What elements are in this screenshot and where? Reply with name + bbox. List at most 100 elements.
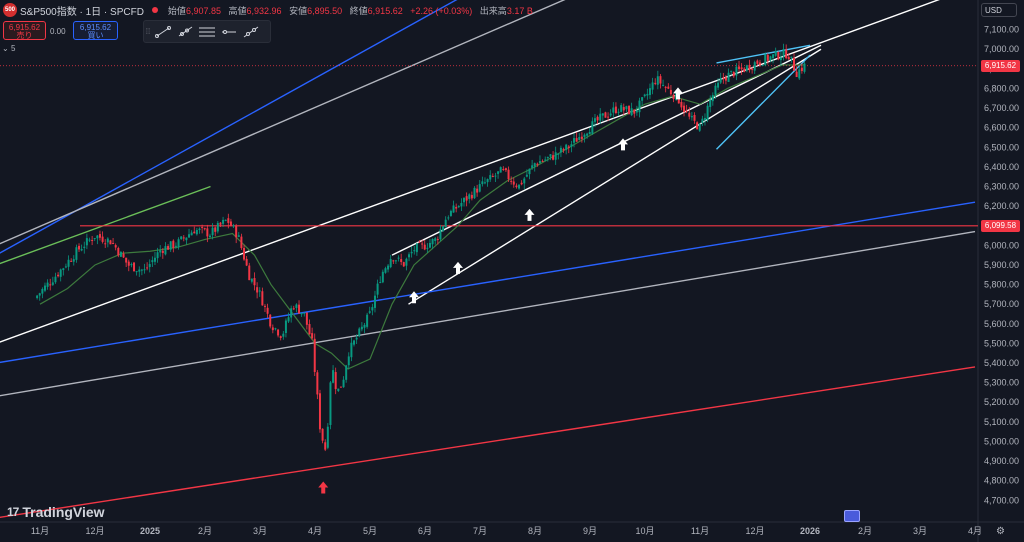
y-tick-label: 5,100.00	[984, 417, 1019, 427]
candle-body	[596, 116, 599, 121]
candle-body	[43, 285, 46, 291]
settings-gear-icon[interactable]: ⚙	[996, 526, 1005, 537]
trend-line	[0, 201, 976, 364]
currency-selector[interactable]: USD	[981, 3, 1017, 17]
candle-body	[562, 148, 565, 151]
candle-body	[518, 184, 521, 189]
indicator-legend[interactable]: ⌄ 5	[2, 44, 15, 53]
candle-body	[300, 312, 303, 315]
collapse-chevron-icon[interactable]: ⌄	[2, 44, 9, 53]
candle-body	[635, 110, 638, 113]
low-value: 6,895.50	[307, 5, 343, 16]
candle-body	[793, 57, 796, 71]
x-tick-label: 2月	[198, 526, 212, 536]
candle-body	[711, 95, 714, 102]
horizontal-ray-tool-icon[interactable]	[218, 22, 240, 41]
trend-line-tool-icon[interactable]	[152, 22, 174, 41]
trend-line	[0, 0, 566, 245]
moving-average-line	[39, 64, 805, 370]
trend-line	[0, 230, 976, 397]
candle-body	[201, 226, 204, 228]
candle-body	[717, 82, 720, 88]
candle-body	[552, 155, 555, 160]
candle-body	[232, 225, 235, 227]
y-tick-label: 6,800.00	[984, 83, 1019, 93]
x-tick-label: 7月	[473, 526, 487, 536]
candle-body	[672, 94, 675, 99]
candle-body	[444, 219, 447, 228]
candle-body	[104, 243, 107, 245]
candle-body	[148, 264, 151, 268]
candle-body	[258, 290, 261, 292]
candle-body	[478, 184, 481, 192]
candle-body	[738, 66, 741, 70]
x-tick-label: 9月	[583, 526, 597, 536]
ray-tool-icon[interactable]	[174, 22, 196, 41]
symbol-logo[interactable]: 500	[3, 3, 17, 17]
candle-body	[421, 243, 424, 245]
candle-body	[185, 237, 188, 241]
candle-body	[135, 271, 138, 273]
last-price-tag: 6,915.62	[981, 59, 1020, 72]
candle-body	[423, 244, 426, 250]
candle-body	[138, 269, 141, 272]
candle-body	[648, 88, 651, 95]
candle-body	[434, 238, 437, 241]
trend-line	[408, 48, 822, 305]
y-tick-label: 7,000.00	[984, 44, 1019, 54]
candle-body	[146, 267, 149, 269]
candle-body	[72, 259, 75, 262]
candle-body	[766, 54, 769, 61]
candle-body	[400, 259, 403, 263]
candle-body	[368, 311, 371, 313]
toolbar-grip-icon[interactable]: ⁞⁞	[145, 27, 151, 36]
candle-body	[468, 194, 471, 199]
candle-body	[625, 106, 628, 110]
candle-body	[656, 76, 659, 85]
candle-body	[38, 293, 41, 296]
candle-body	[447, 217, 450, 219]
y-tick-label: 5,400.00	[984, 358, 1019, 368]
candle-body	[67, 259, 70, 267]
candle-body	[405, 258, 408, 266]
high-value: 6,932.96	[246, 5, 282, 16]
candle-body	[91, 240, 94, 242]
candle-body	[316, 372, 319, 395]
candle-body	[586, 133, 589, 136]
extended-line-tool-icon[interactable]	[240, 22, 262, 41]
trend-line	[0, 0, 940, 343]
candle-body	[321, 428, 324, 441]
candle-body	[486, 179, 489, 183]
candle-body	[130, 264, 133, 266]
candle-body	[172, 240, 175, 248]
candle-body	[507, 169, 510, 180]
symbol-title[interactable]: S&P500指数 · 1日 · SPCFD	[20, 6, 144, 18]
trend-line	[716, 44, 811, 64]
sell-label: 売り	[16, 31, 33, 40]
candle-body	[282, 333, 285, 337]
trend-line	[391, 44, 822, 256]
candle-body	[410, 251, 413, 254]
sell-button[interactable]: 6,915.62 売り	[3, 21, 46, 40]
candle-body	[190, 232, 193, 236]
plot-area[interactable]	[0, 0, 978, 519]
candle-body	[465, 196, 468, 201]
candle-body	[559, 147, 562, 153]
x-tick-label: 3月	[253, 526, 267, 536]
candle-body	[227, 218, 230, 223]
buy-button[interactable]: 6,915.62 買い	[73, 21, 118, 40]
candle-body	[622, 107, 625, 111]
candle-body	[491, 176, 494, 178]
candle-body	[98, 234, 101, 238]
candle-body	[311, 333, 314, 339]
candle-body	[415, 243, 418, 253]
y-tick-label: 5,700.00	[984, 299, 1019, 309]
candle-body	[114, 245, 117, 248]
parallel-channel-tool-icon[interactable]	[196, 22, 218, 41]
candle-body	[250, 278, 253, 282]
candle-body	[751, 68, 754, 70]
candle-body	[384, 268, 387, 273]
candle-body	[706, 105, 709, 120]
us-flag-icon[interactable]	[844, 510, 860, 522]
